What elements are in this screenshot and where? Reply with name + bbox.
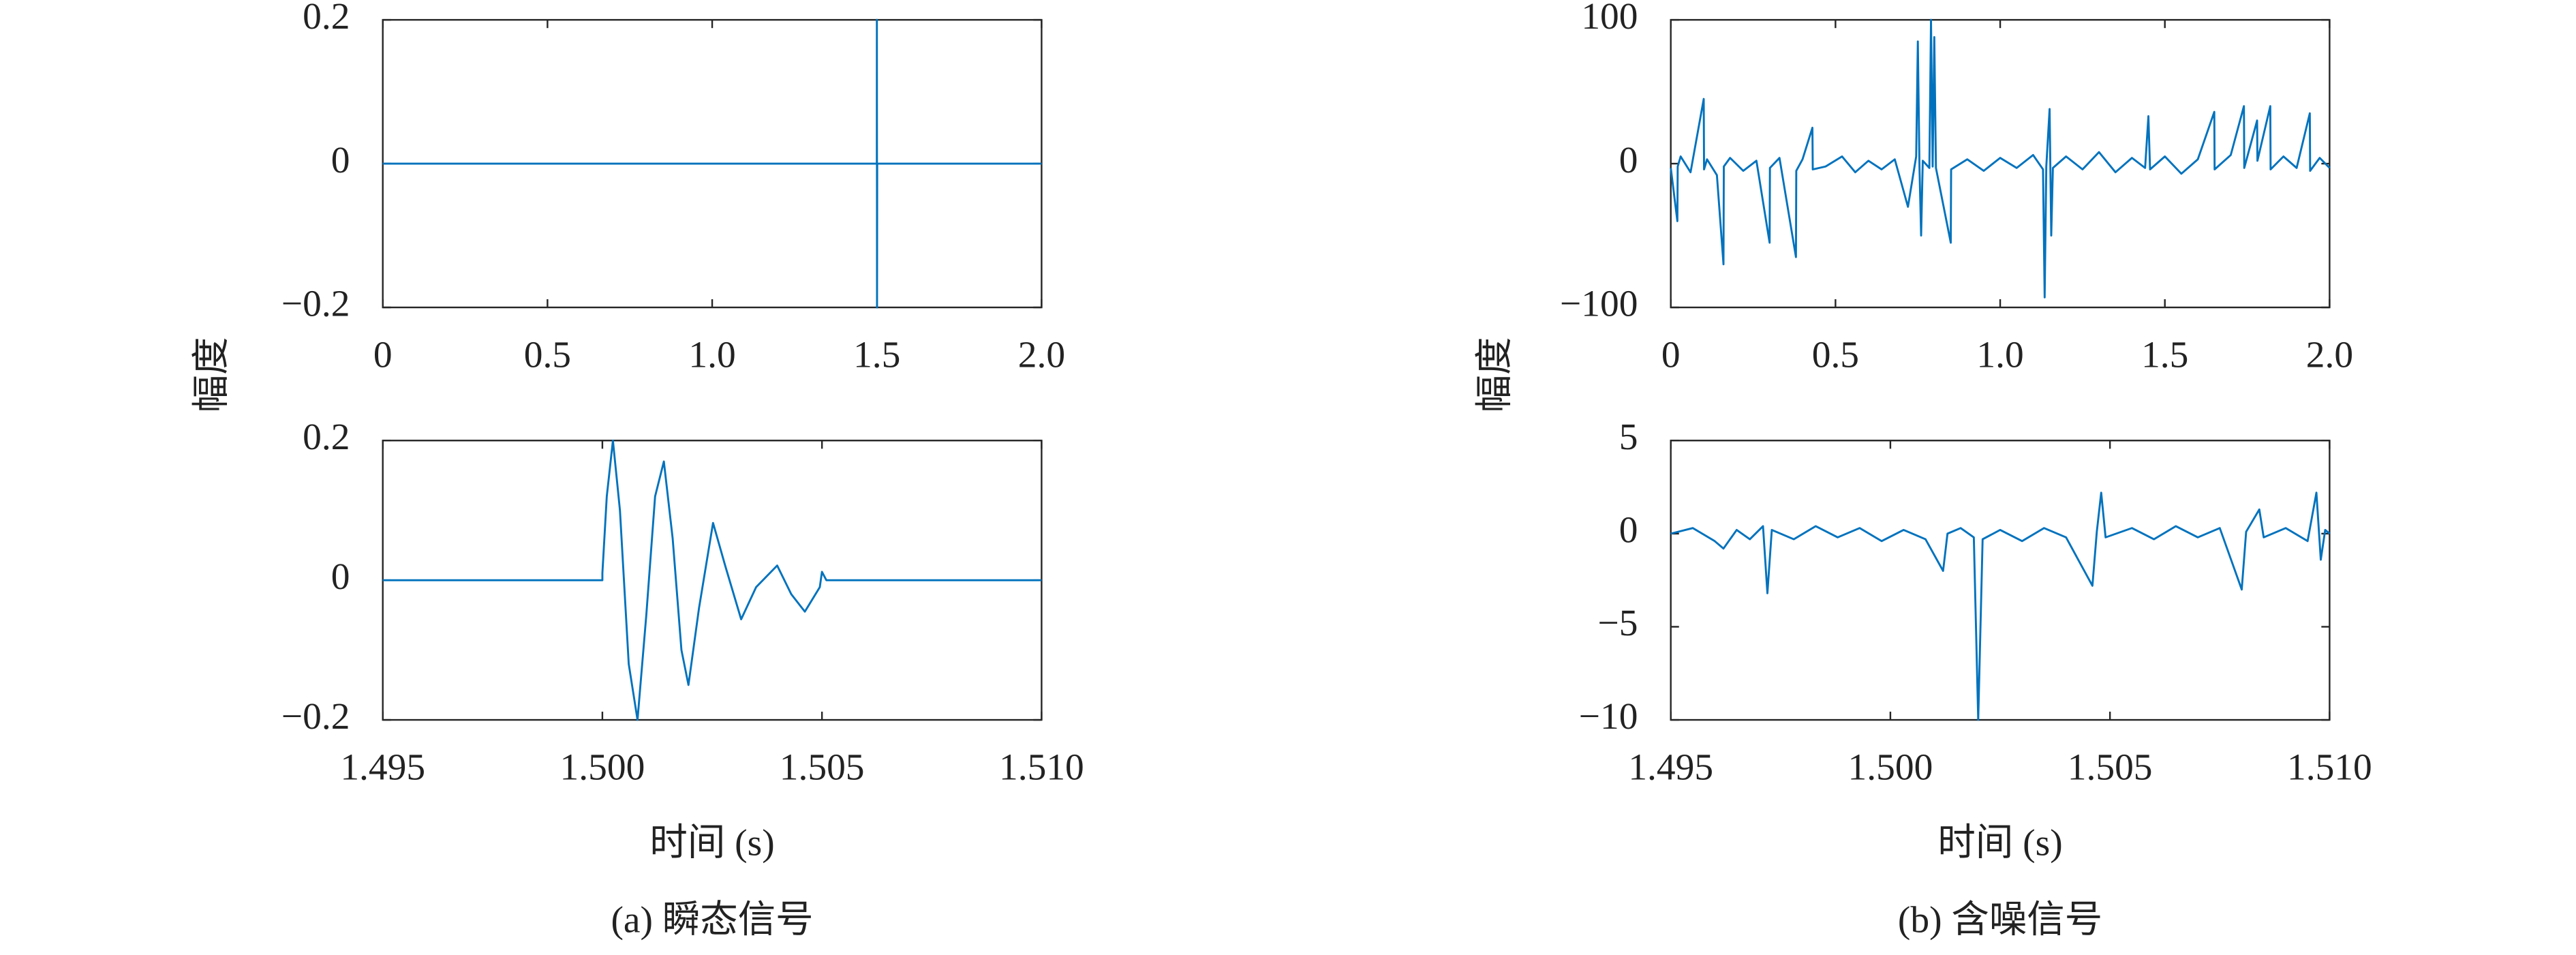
subfigure-caption: (a) 瞬态信号 — [611, 899, 813, 941]
x-tick-label: 1.495 — [1628, 746, 1713, 788]
x-tick-label: 2.0 — [2306, 333, 2353, 375]
signal-line — [1670, 491, 2331, 721]
axes-frame — [1670, 440, 2331, 721]
x-tick-label: 1.505 — [780, 746, 865, 788]
y-tick-label: 100 — [1581, 0, 1638, 37]
subfigure-caption: (b) 含噪信号 — [1898, 899, 2102, 941]
x-tick-label: 0.5 — [1812, 333, 1859, 375]
x-tick-label: 0 — [373, 333, 393, 375]
x-tick-label: 1.505 — [2068, 746, 2153, 788]
y-tick-label: −0.2 — [281, 695, 350, 737]
axes-frame — [1670, 18, 2331, 309]
x-tick-label: 0.5 — [524, 333, 571, 375]
x-axis-label: 时间 (s) — [1937, 821, 2062, 863]
y-axis-label: 幅度 — [1473, 337, 1515, 412]
y-tick-label: 0 — [331, 556, 350, 597]
y-tick-label: 0 — [1619, 509, 1638, 551]
y-tick-label: −100 — [1560, 283, 1638, 324]
x-tick-label: 1.510 — [2287, 746, 2372, 788]
signal-line — [1670, 18, 2331, 299]
signal-line — [382, 18, 1042, 309]
y-tick-label: 0.2 — [303, 416, 350, 457]
signal-line — [382, 439, 1042, 721]
y-tick-label: 0.2 — [303, 0, 350, 37]
y-axis-label: 幅度 — [191, 337, 232, 412]
x-tick-label: 1.0 — [688, 333, 735, 375]
x-tick-label: 1.5 — [853, 333, 900, 375]
x-axis-label: 时间 (s) — [649, 821, 774, 863]
y-tick-label: −10 — [1579, 695, 1638, 737]
x-tick-label: 0 — [1661, 333, 1681, 375]
x-tick-label: 1.5 — [2141, 333, 2188, 375]
x-tick-label: 2.0 — [1018, 333, 1065, 375]
y-tick-label: 0 — [331, 139, 350, 181]
y-tick-label: 5 — [1619, 416, 1638, 457]
x-tick-label: 1.0 — [1976, 333, 2023, 375]
x-tick-label: 1.500 — [1848, 746, 1933, 788]
y-tick-label: 0 — [1619, 139, 1638, 181]
x-tick-label: 1.510 — [999, 746, 1084, 788]
x-tick-label: 1.495 — [340, 746, 425, 788]
x-tick-label: 1.500 — [560, 746, 645, 788]
y-tick-label: −0.2 — [281, 283, 350, 324]
y-tick-label: −5 — [1597, 602, 1638, 643]
